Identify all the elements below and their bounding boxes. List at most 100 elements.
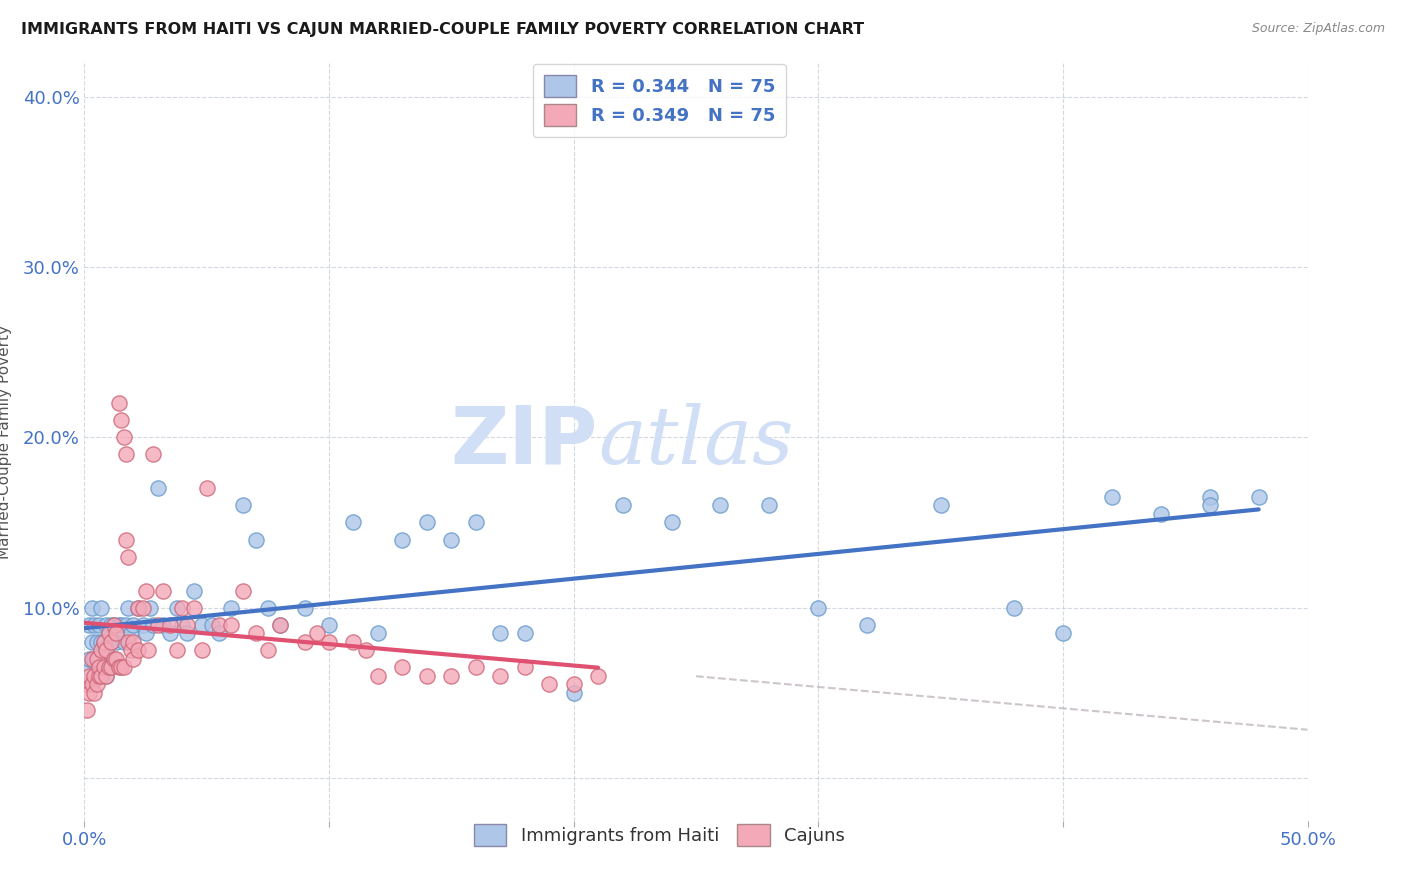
Text: ZIP: ZIP [451, 402, 598, 481]
Point [135, 626, 157, 640]
Point [232, 499, 254, 513]
Point [107, 660, 129, 674]
Point [86, 652, 108, 666]
Point [105, 634, 128, 648]
Point [856, 617, 879, 632]
Point [110, 617, 132, 632]
Point [112, 634, 135, 648]
Point [489, 626, 512, 640]
Point [132, 617, 155, 632]
Point [269, 617, 291, 632]
Point [90, 600, 112, 615]
Point [96, 669, 118, 683]
Point [93, 634, 115, 648]
Point [245, 626, 267, 640]
Point [117, 634, 139, 648]
Point [709, 499, 731, 513]
Point [191, 617, 214, 632]
Point [245, 533, 267, 547]
Point [562, 686, 585, 700]
Point [112, 660, 135, 674]
Point [93, 634, 115, 648]
Point [219, 617, 242, 632]
Point [232, 583, 254, 598]
Point [122, 652, 145, 666]
Point [80, 600, 103, 615]
Point [105, 626, 128, 640]
Point [183, 583, 205, 598]
Point [1101, 490, 1123, 504]
Point [661, 516, 683, 530]
Text: Source: ZipAtlas.com: Source: ZipAtlas.com [1251, 22, 1385, 36]
Text: atlas: atlas [598, 403, 793, 480]
Point [120, 626, 142, 640]
Point [93, 660, 115, 674]
Point [342, 516, 364, 530]
Point [758, 499, 780, 513]
Point [80, 634, 103, 648]
Point [152, 583, 174, 598]
Point [127, 643, 149, 657]
Point [97, 626, 120, 640]
Point [80, 677, 103, 691]
Point [612, 499, 634, 513]
Point [117, 600, 139, 615]
Point [146, 482, 169, 496]
Point [122, 634, 145, 648]
Point [90, 643, 112, 657]
Point [87, 617, 110, 632]
Point [807, 600, 830, 615]
Point [105, 652, 128, 666]
Point [136, 643, 159, 657]
Point [127, 600, 149, 615]
Point [132, 600, 155, 615]
Point [77, 617, 100, 632]
Point [391, 533, 413, 547]
Point [97, 626, 120, 640]
Point [76, 703, 98, 717]
Point [80, 652, 103, 666]
Point [416, 669, 439, 683]
Point [110, 413, 132, 427]
Point [318, 617, 340, 632]
Point [269, 617, 291, 632]
Point [176, 617, 198, 632]
Point [117, 549, 139, 564]
Text: IMMIGRANTS FROM HAITI VS CAJUN MARRIED-COUPLE FAMILY POVERTY CORRELATION CHART: IMMIGRANTS FROM HAITI VS CAJUN MARRIED-C… [21, 22, 865, 37]
Point [562, 677, 585, 691]
Point [294, 634, 316, 648]
Point [120, 643, 142, 657]
Point [139, 600, 162, 615]
Point [183, 600, 205, 615]
Point [77, 686, 100, 700]
Point [77, 669, 100, 683]
Point [464, 516, 486, 530]
Point [142, 447, 165, 461]
Point [538, 677, 561, 691]
Point [1198, 499, 1220, 513]
Point [152, 617, 174, 632]
Point [86, 677, 108, 691]
Point [77, 652, 100, 666]
Point [176, 626, 198, 640]
Point [100, 634, 122, 648]
Point [159, 626, 181, 640]
Point [146, 617, 169, 632]
Point [87, 652, 110, 666]
Point [191, 643, 214, 657]
Point [464, 660, 486, 674]
Point [135, 583, 157, 598]
Point [1247, 490, 1270, 504]
Point [107, 617, 129, 632]
Point [96, 669, 118, 683]
Point [103, 617, 125, 632]
Point [86, 634, 108, 648]
Point [1198, 490, 1220, 504]
Point [257, 600, 280, 615]
Point [257, 643, 280, 657]
Point [83, 652, 105, 666]
Point [96, 643, 118, 657]
Point [172, 600, 194, 615]
Point [929, 499, 952, 513]
Point [367, 626, 389, 640]
